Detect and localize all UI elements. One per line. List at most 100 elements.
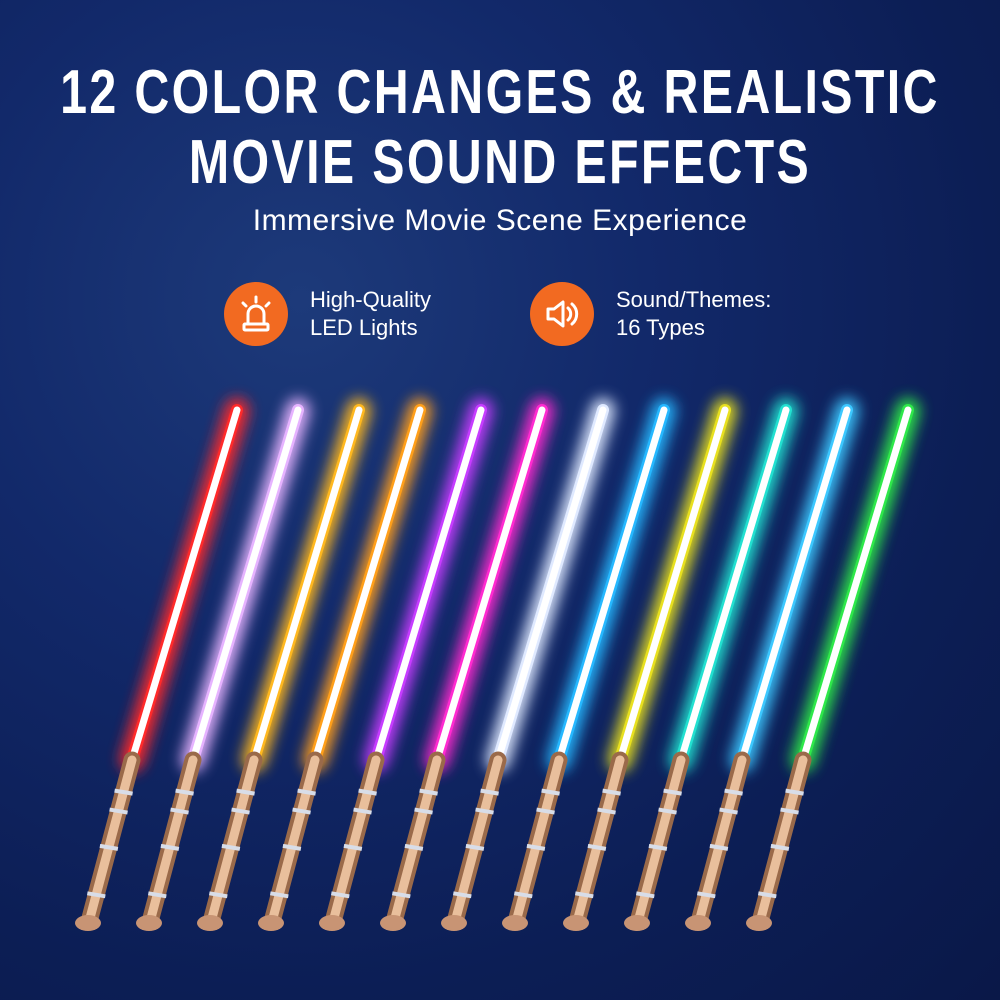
blade-core [616,406,729,764]
lightsaber [441,398,615,931]
hilt-ring [282,843,302,851]
siren-light-icon [224,282,288,346]
lightsaber [563,398,737,931]
headline-line-1: 12 COLOR CHANGES & REALISTIC [60,58,940,127]
hilt-ring [785,788,804,796]
blade-core [494,406,607,764]
hilt-pommel [502,915,528,931]
hilt-ring [648,843,668,851]
hilt-pommel [258,915,284,931]
hilt-ring [780,807,799,815]
hilt-ring [404,843,424,851]
headline-line-2: MOVIE SOUND EFFECTS [188,128,812,197]
lightsaber [685,398,859,931]
hilt-pommel [380,915,406,931]
feature-led-line-2: LED Lights [310,315,418,340]
feature-led-lights: High-Quality LED Lights [224,282,431,346]
hilt-ring [353,807,372,815]
hilt-ring [231,807,250,815]
hilt-highlight [85,755,137,923]
hilt-ring [724,788,743,796]
blade-core [799,406,912,764]
hilt-ring [602,788,621,796]
hilt-pommel [197,915,223,931]
hilt-ring [658,807,677,815]
hilt-ring [147,891,167,899]
hilt-highlight [451,755,503,923]
hilt-ring [536,807,555,815]
blade-core [738,406,851,764]
hilt-ring [696,891,716,899]
blade-core [677,406,790,764]
hilt-pommel [319,915,345,931]
blade-core [189,406,302,764]
hilt-ring [358,788,377,796]
lightsaber [258,398,432,931]
hilt-ring [480,788,499,796]
hilt-ring [465,843,485,851]
hilt-ring [587,843,607,851]
hilt-ring [208,891,228,899]
lightsaber [502,398,676,931]
hilt-ring [419,788,438,796]
blade-core [250,406,363,764]
feature-sound-line-1: Sound/Themes: [616,287,772,312]
hilt-ring [757,891,777,899]
hilt-highlight [146,755,198,923]
hilt-ring [170,807,189,815]
hilt-pommel [136,915,162,931]
hilt-ring [236,788,255,796]
hilt-ring [297,788,316,796]
feature-led-line-1: High-Quality [310,287,432,312]
hilt-highlight [207,755,259,923]
hilt-ring [719,807,738,815]
hilt-ring [292,807,311,815]
hilt-ring [414,807,433,815]
hilt-pommel [624,915,650,931]
hilt-pommel [685,915,711,931]
hilt-pommel [563,915,589,931]
hilt-ring [541,788,560,796]
hilt-ring [391,891,411,899]
lightsaber [624,398,798,931]
hilt-ring [475,807,494,815]
blade-core [555,406,668,764]
speaker-icon [530,282,594,346]
lightsaber [380,398,554,931]
hilt-ring [709,843,729,851]
hilt-highlight [390,755,442,923]
hilt-highlight [695,755,747,923]
hilt-ring [635,891,655,899]
hilt-pommel [746,915,772,931]
hilt-highlight [573,755,625,923]
hilt-ring [114,788,133,796]
hilt-ring [221,843,241,851]
hilt-ring [597,807,616,815]
blade-core [311,406,424,764]
blade-core [433,406,546,764]
blade-core [372,406,485,764]
hilt-ring [269,891,289,899]
hilt-ring [526,843,546,851]
hilt-ring [99,843,119,851]
hilt-ring [109,807,128,815]
feature-sound-line-2: 16 Types [616,315,705,340]
subtitle: Immersive Movie Scene Experience [252,204,748,237]
hilt-ring [330,891,350,899]
feature-sound-themes: Sound/Themes: 16 Types [530,282,771,346]
blade-core [128,406,241,764]
hilt-ring [513,891,533,899]
hilt-ring [452,891,472,899]
hilt-pommel [75,915,101,931]
lightsaber [319,398,493,931]
hilt-highlight [268,755,320,923]
hilt-ring [343,843,363,851]
hilt-highlight [329,755,381,923]
hilt-pommel [441,915,467,931]
hilt-ring [663,788,682,796]
hilt-highlight [756,755,808,923]
hilt-ring [770,843,790,851]
hilt-highlight [634,755,686,923]
lightsaber [746,398,920,931]
